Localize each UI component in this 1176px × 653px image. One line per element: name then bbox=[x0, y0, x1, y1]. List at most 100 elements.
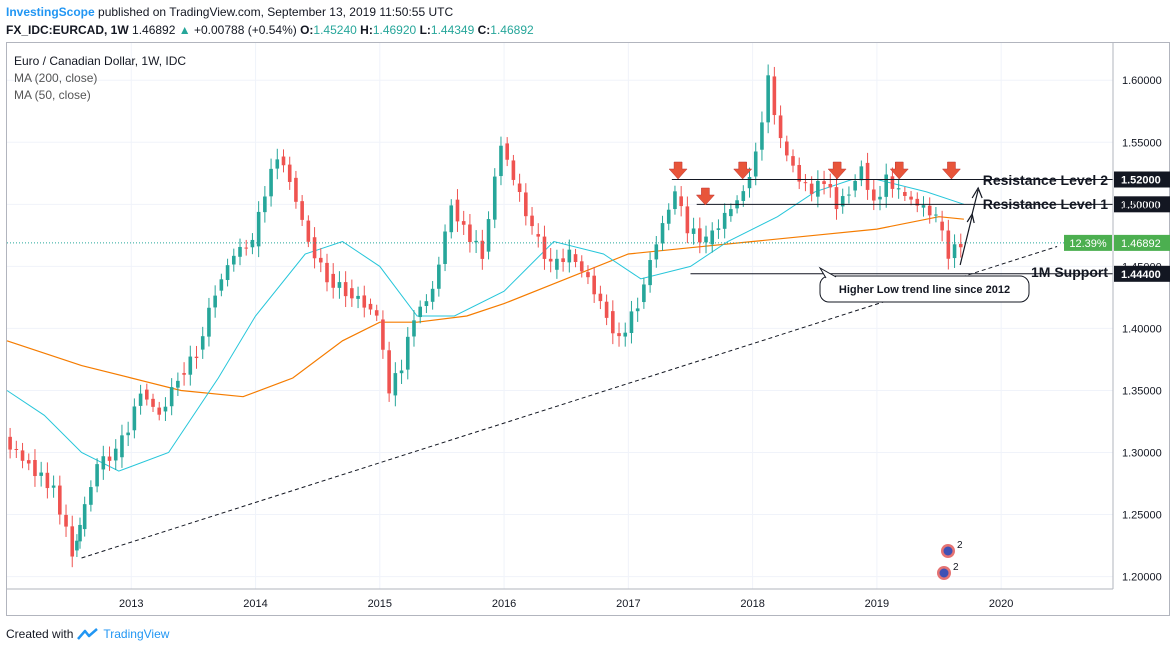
candle-body bbox=[822, 181, 826, 185]
candle-body bbox=[468, 224, 472, 243]
candle-body bbox=[772, 76, 777, 116]
candle-body bbox=[138, 393, 143, 406]
candle-body bbox=[878, 196, 882, 200]
y-tick-label: 1.40000 bbox=[1122, 323, 1162, 335]
candle-body bbox=[952, 244, 957, 259]
y-tick-label: 1.45000 bbox=[1122, 261, 1162, 273]
y-tick-label: 1.35000 bbox=[1122, 385, 1162, 397]
candle-body bbox=[753, 151, 758, 177]
price-axis-label-bg bbox=[1114, 171, 1170, 188]
chart-legend: Euro / Canadian Dollar, 1W, IDC MA (200,… bbox=[14, 53, 186, 104]
candle-body bbox=[623, 332, 628, 337]
candle-body bbox=[927, 205, 932, 216]
candle-body bbox=[219, 279, 224, 291]
candle-body bbox=[225, 265, 230, 280]
candle-body bbox=[70, 526, 75, 557]
candle-body bbox=[263, 196, 267, 213]
candle-body bbox=[182, 373, 186, 375]
candle-body bbox=[617, 333, 621, 337]
chart-header: InvestingScope published on TradingView.… bbox=[6, 4, 534, 38]
candle-body bbox=[449, 205, 454, 233]
candle-body bbox=[256, 211, 261, 247]
candle-body bbox=[940, 221, 944, 231]
candle-body bbox=[890, 176, 895, 189]
candle-body bbox=[362, 295, 367, 308]
candle-body bbox=[64, 514, 68, 527]
x-tick-label: 2020 bbox=[989, 598, 1013, 610]
candle-body bbox=[629, 311, 634, 333]
created-with-text: Created with bbox=[6, 627, 74, 641]
resistance-down-arrow-icon bbox=[889, 161, 909, 180]
candle-body bbox=[486, 219, 491, 252]
candle-body bbox=[213, 295, 217, 308]
x-tick-label: 2018 bbox=[740, 598, 764, 610]
publisher-name[interactable]: InvestingScope bbox=[6, 5, 95, 19]
candle-body bbox=[903, 191, 907, 196]
percent-change-label: 12.39% bbox=[1069, 238, 1107, 250]
y-tick-label: 1.55000 bbox=[1122, 137, 1162, 149]
tradingview-logo-icon bbox=[77, 628, 99, 640]
candle-body bbox=[958, 243, 963, 248]
resistance-down-arrow-icon bbox=[695, 187, 715, 206]
candle-body bbox=[120, 435, 124, 458]
candle-body bbox=[492, 176, 497, 220]
candle-body bbox=[368, 303, 373, 310]
candle-body bbox=[95, 464, 99, 487]
x-tick-label: 2019 bbox=[865, 598, 889, 610]
candle-body bbox=[287, 164, 292, 182]
high-label: H: bbox=[360, 23, 373, 37]
candle-body bbox=[648, 260, 652, 286]
candle-body bbox=[548, 258, 553, 262]
price-axis-label: 1.50000 bbox=[1121, 199, 1161, 211]
candle-body bbox=[306, 220, 311, 242]
legend-ma200[interactable]: MA (200, close) bbox=[14, 71, 98, 85]
open-value: 1.45240 bbox=[313, 23, 357, 37]
candle-body bbox=[859, 166, 864, 181]
candle-body bbox=[716, 228, 721, 230]
candle-body bbox=[654, 244, 659, 260]
candle-body bbox=[474, 240, 478, 243]
candle-body bbox=[691, 228, 696, 234]
candle-body bbox=[275, 159, 280, 169]
candle-body bbox=[517, 183, 522, 193]
candle-body bbox=[766, 75, 770, 123]
axes-layer: 2013 2014 2015 2016 2017 2018 2019 2020 1.20000 1… bbox=[7, 43, 1162, 610]
candle-body bbox=[828, 184, 833, 188]
candle-body bbox=[791, 156, 795, 166]
open-label: O: bbox=[300, 23, 314, 37]
chart-frame[interactable] bbox=[6, 42, 1170, 616]
candle-body bbox=[188, 356, 193, 375]
candle-body bbox=[14, 448, 19, 450]
candle-body bbox=[176, 380, 180, 388]
candle-body bbox=[579, 261, 584, 272]
trendline-callout-pointer bbox=[818, 266, 837, 279]
candle-body bbox=[542, 236, 547, 259]
candle-body bbox=[592, 275, 596, 295]
candle-body bbox=[58, 485, 62, 515]
candle-body bbox=[405, 336, 410, 370]
candle-body bbox=[163, 406, 168, 412]
candle-body bbox=[381, 319, 385, 350]
candle-body bbox=[778, 115, 783, 139]
candle-body bbox=[337, 282, 342, 288]
candle-body bbox=[642, 284, 646, 303]
candle-body bbox=[374, 310, 379, 316]
candle-body bbox=[101, 456, 106, 470]
footer: Created with TradingView bbox=[6, 627, 169, 641]
candle-body bbox=[343, 282, 348, 297]
candle-body bbox=[39, 472, 43, 476]
candle-body bbox=[710, 230, 715, 245]
legend-ma50[interactable]: MA (50, close) bbox=[14, 88, 91, 102]
candle-body bbox=[934, 214, 938, 216]
candle-body bbox=[803, 182, 808, 184]
candle-body bbox=[722, 212, 727, 229]
current-price-label-bg bbox=[1114, 234, 1170, 251]
low-value: 1.44349 bbox=[430, 23, 475, 37]
tradingview-brand[interactable]: TradingView bbox=[103, 627, 170, 641]
high-value: 1.46920 bbox=[372, 23, 417, 37]
candle-body bbox=[679, 196, 683, 207]
resistance-down-arrow-icon bbox=[668, 161, 688, 180]
price-axis-label-bg bbox=[1114, 265, 1170, 282]
resistance-level-1-label: Resistance Level 1 bbox=[983, 196, 1109, 212]
